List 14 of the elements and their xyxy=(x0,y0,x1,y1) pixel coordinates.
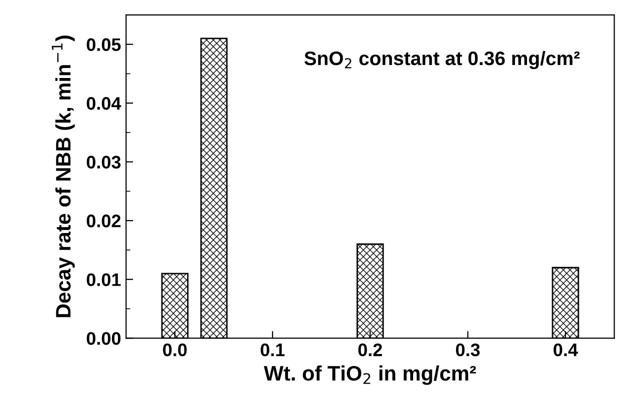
y-tick-label: 0.01 xyxy=(86,273,121,286)
x-tick-label: 0.0 xyxy=(163,343,187,356)
x-tick-label: 0.4 xyxy=(554,343,578,356)
y-axis-title: Decay rate of NBB (k, min$^{−1}$) xyxy=(52,36,75,318)
x-tick-label: 0.3 xyxy=(456,343,480,356)
y-tick-label: 0.05 xyxy=(86,38,121,52)
x-tick-label: 0.2 xyxy=(358,343,382,356)
x-tick-label: 0.1 xyxy=(260,343,285,356)
y-tick-label: 0.03 xyxy=(86,156,121,169)
x-axis-title: Wt. of TiO$_{2}$ in mg/cm² xyxy=(264,365,476,385)
y-tick-label: 0.00 xyxy=(86,332,120,345)
y-tick-label: 0.02 xyxy=(86,214,120,228)
y-tick-label: 0.04 xyxy=(86,97,122,110)
annotation: SnO$_{2}$ constant at 0.36 mg/cm² xyxy=(304,50,580,70)
